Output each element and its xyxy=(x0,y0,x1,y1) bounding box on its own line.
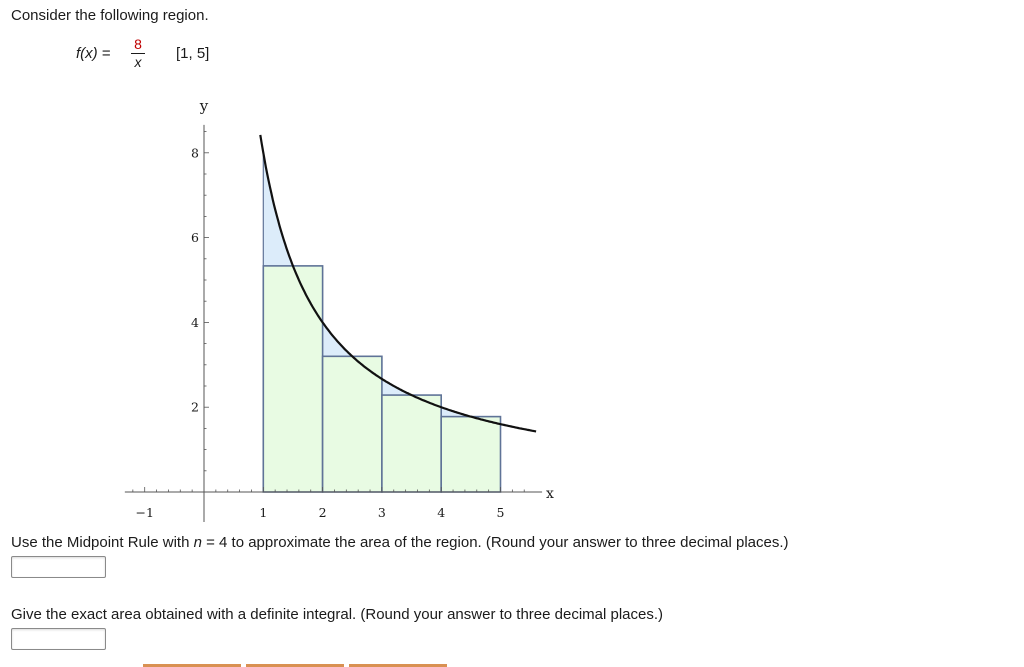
fraction-denominator: x xyxy=(134,54,142,70)
y-tick-label: 2 xyxy=(191,400,199,415)
function-curve xyxy=(259,134,537,433)
function-lhs: f(x) = xyxy=(76,45,111,62)
x-tick-label: 2 xyxy=(319,505,327,520)
y-tick-label: 4 xyxy=(191,315,199,330)
exact-area-answer-input[interactable] xyxy=(11,628,106,650)
under-approx-region xyxy=(263,152,293,266)
x-axis-label: x xyxy=(546,486,554,502)
x-tick-label: −1 xyxy=(135,505,153,520)
under-approx-region xyxy=(381,378,412,396)
midpoint-rectangle xyxy=(262,265,324,493)
interval: [1, 5] xyxy=(176,45,210,62)
exact-area-question: Give the exact area obtained with a defi… xyxy=(11,606,664,623)
x-tick-label: 3 xyxy=(378,505,386,520)
toolbar-button-edge[interactable] xyxy=(349,664,447,667)
toolbar-button-edge[interactable] xyxy=(246,664,344,667)
under-approx-region xyxy=(441,407,471,417)
midpoint-question: Use the Midpoint Rule with n = 4 to appr… xyxy=(11,534,789,551)
x-tick-label: 1 xyxy=(259,505,267,520)
under-approx-region xyxy=(322,322,353,357)
fraction-bar xyxy=(131,53,145,54)
midpoint-rectangle xyxy=(321,355,383,493)
midpoint-rectangle xyxy=(440,415,502,493)
midpoint-rectangle xyxy=(381,394,442,493)
region-plot: −1 1 2 3 4 5 2 4 6 8 x y xyxy=(124,97,554,522)
fraction-numerator: 8 xyxy=(134,36,142,52)
y-axis-label: y xyxy=(199,97,209,115)
y-tick-label: 8 xyxy=(191,145,199,160)
x-tick-label: 4 xyxy=(437,505,445,520)
midpoint-answer-input[interactable] xyxy=(11,556,106,578)
toolbar-button-edge[interactable] xyxy=(143,664,241,667)
y-tick-label: 6 xyxy=(191,230,199,245)
function-fraction: 8 x xyxy=(131,36,145,69)
x-tick-label: 5 xyxy=(497,505,505,520)
intro-text: Consider the following region. xyxy=(11,7,209,24)
